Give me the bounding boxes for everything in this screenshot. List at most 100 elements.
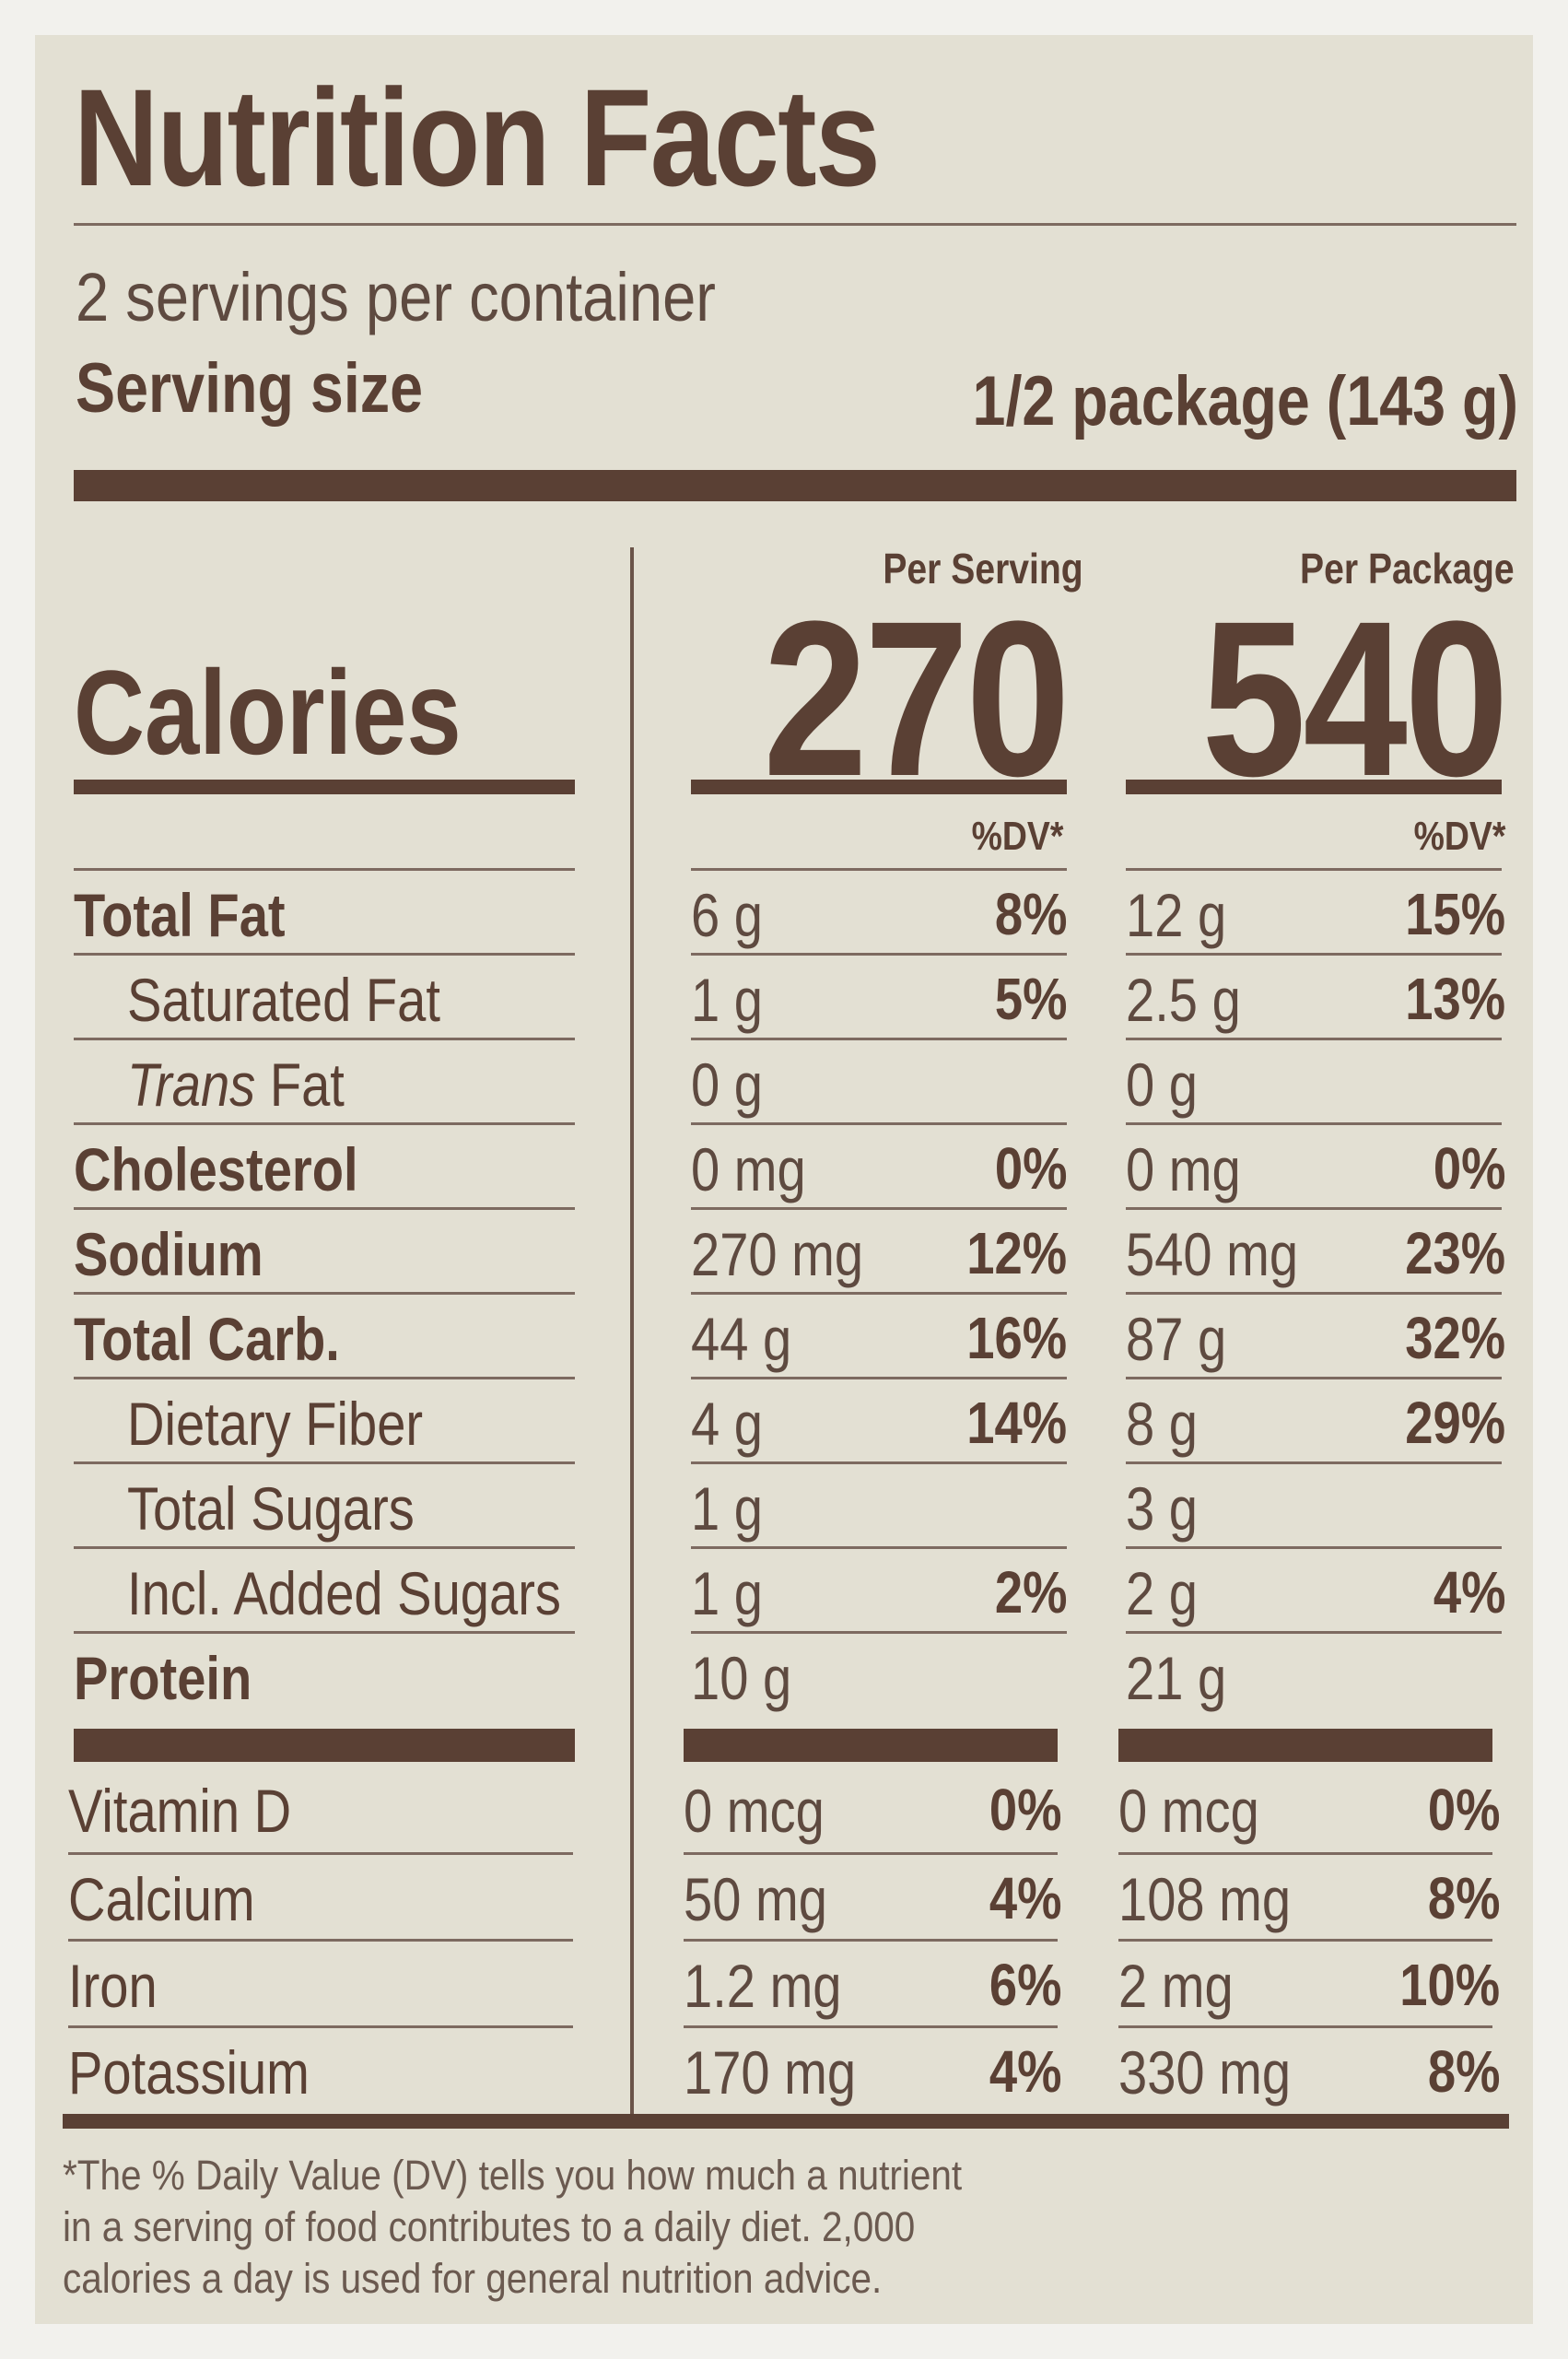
row-divider bbox=[74, 1546, 575, 1549]
row-divider bbox=[684, 1852, 1058, 1855]
nutrition-facts-label: Nutrition Facts 2 servings per container… bbox=[35, 35, 1533, 2324]
amount-per-serving: 0 mcg bbox=[684, 1777, 825, 1845]
amount-per-package: 108 mg bbox=[1118, 1865, 1292, 1933]
amount-per-serving: 270 mg bbox=[691, 1220, 864, 1288]
row-divider bbox=[691, 953, 1067, 956]
row-divider bbox=[74, 868, 575, 871]
amount-per-serving: 10 g bbox=[691, 1644, 792, 1712]
amount-per-serving: 50 mg bbox=[684, 1865, 827, 1933]
vitamin-name: Iron bbox=[68, 1952, 158, 2020]
dv-per-package: 13% bbox=[1405, 966, 1505, 1032]
row-divider bbox=[691, 1377, 1067, 1379]
row-divider bbox=[1126, 1377, 1502, 1379]
dv-per-serving: 12% bbox=[966, 1220, 1067, 1286]
nutrient-name: Total Carb. bbox=[74, 1305, 340, 1373]
dv-per-serving: 16% bbox=[966, 1305, 1067, 1371]
amount-per-package: 330 mg bbox=[1118, 2038, 1292, 2107]
amount-per-serving: 4 g bbox=[691, 1390, 763, 1458]
amount-per-package: 3 g bbox=[1126, 1474, 1198, 1543]
nutrient-name: Saturated Fat bbox=[127, 966, 440, 1034]
column-separator bbox=[630, 547, 634, 2114]
dv-per-package: 4% bbox=[1433, 1559, 1505, 1625]
amount-per-package: 2 mg bbox=[1118, 1952, 1234, 2020]
dv-per-package: 32% bbox=[1405, 1305, 1505, 1371]
footnote-line-1: *The % Daily Value (DV) tells you how mu… bbox=[63, 2152, 963, 2199]
calories-bar-package bbox=[1126, 780, 1502, 794]
amount-per-package: 21 g bbox=[1126, 1644, 1227, 1712]
per-package-header: Per Package bbox=[1300, 545, 1515, 593]
row-divider bbox=[1118, 1939, 1492, 1942]
amount-per-package: 12 g bbox=[1126, 881, 1227, 949]
row-divider bbox=[1126, 1292, 1502, 1295]
amount-per-serving: 1 g bbox=[691, 966, 763, 1034]
trans-suffix: Fat bbox=[255, 1050, 345, 1119]
protein-bar-left bbox=[74, 1729, 575, 1762]
dv-per-serving: 5% bbox=[994, 966, 1067, 1032]
per-serving-header: Per Serving bbox=[883, 545, 1083, 593]
calories-bar-serving bbox=[691, 780, 1067, 794]
calories-bar-left bbox=[74, 780, 575, 794]
row-divider bbox=[691, 1631, 1067, 1634]
footnote-line-3: calories a day is used for general nutri… bbox=[63, 2255, 883, 2302]
row-divider bbox=[74, 1631, 575, 1634]
nutrient-name: Trans Fat bbox=[127, 1054, 345, 1115]
amount-per-serving: 44 g bbox=[691, 1305, 792, 1373]
dv-per-package: 15% bbox=[1405, 881, 1505, 947]
amount-per-serving: 0 g bbox=[691, 1050, 763, 1119]
dv-per-serving: 6% bbox=[989, 1952, 1061, 2018]
row-divider bbox=[74, 1461, 575, 1464]
row-divider bbox=[684, 1939, 1058, 1942]
amount-per-serving: 1.2 mg bbox=[684, 1952, 842, 2020]
amount-per-package: 87 g bbox=[1126, 1305, 1227, 1373]
amount-per-serving: 0 mg bbox=[691, 1135, 806, 1203]
calories-label: Calories bbox=[74, 645, 462, 780]
calories-per-serving: 270 bbox=[762, 575, 1071, 822]
row-divider bbox=[1126, 953, 1502, 956]
amount-per-package: 0 mcg bbox=[1118, 1777, 1259, 1845]
amount-per-package: 0 g bbox=[1126, 1050, 1198, 1119]
amount-per-serving: 1 g bbox=[691, 1559, 763, 1627]
row-divider bbox=[1126, 1461, 1502, 1464]
amount-per-package: 540 mg bbox=[1126, 1220, 1299, 1288]
amount-per-package: 2 g bbox=[1126, 1559, 1198, 1627]
row-divider bbox=[68, 1852, 573, 1855]
dv-per-package: 0% bbox=[1427, 1777, 1500, 1843]
nutrient-name: Total Sugars bbox=[127, 1474, 415, 1543]
amount-per-serving: 170 mg bbox=[684, 2038, 857, 2107]
serving-divider-bar bbox=[74, 470, 1516, 501]
row-divider bbox=[1118, 1852, 1492, 1855]
row-divider bbox=[1118, 2025, 1492, 2028]
dv-per-package: 10% bbox=[1399, 1952, 1500, 2018]
nutrient-name: Incl. Added Sugars bbox=[127, 1559, 561, 1627]
row-divider bbox=[1126, 1546, 1502, 1549]
dv-per-package: 0% bbox=[1433, 1135, 1505, 1202]
row-divider bbox=[691, 1546, 1067, 1549]
serving-size-value: 1/2 package (143 g) bbox=[972, 362, 1518, 440]
nutrient-name: Cholesterol bbox=[74, 1135, 358, 1203]
dv-per-package: 8% bbox=[1427, 1865, 1500, 1931]
row-divider bbox=[691, 1292, 1067, 1295]
dv-per-package: 8% bbox=[1427, 2038, 1500, 2105]
vitamin-name: Potassium bbox=[68, 2038, 310, 2107]
protein-bar-package bbox=[1118, 1729, 1492, 1762]
row-divider bbox=[74, 1038, 575, 1040]
row-divider bbox=[74, 1292, 575, 1295]
dv-header-serving: %DV* bbox=[971, 814, 1063, 859]
dv-per-serving: 14% bbox=[966, 1390, 1067, 1456]
nutrient-name: Dietary Fiber bbox=[127, 1390, 424, 1458]
amount-per-package: 0 mg bbox=[1126, 1135, 1241, 1203]
protein-bar-serving bbox=[684, 1729, 1058, 1762]
title-divider bbox=[74, 223, 1516, 226]
amount-per-package: 2.5 g bbox=[1126, 966, 1241, 1034]
amount-per-serving: 6 g bbox=[691, 881, 763, 949]
row-divider bbox=[68, 1939, 573, 1942]
row-divider bbox=[74, 1377, 575, 1379]
footnote-divider-bar bbox=[63, 2114, 1509, 2129]
row-divider bbox=[691, 1207, 1067, 1210]
row-divider bbox=[1126, 1207, 1502, 1210]
row-divider bbox=[691, 1122, 1067, 1125]
amount-per-package: 8 g bbox=[1126, 1390, 1198, 1458]
row-divider bbox=[691, 868, 1067, 871]
label-title: Nutrition Facts bbox=[74, 60, 881, 215]
row-divider bbox=[684, 2025, 1058, 2028]
